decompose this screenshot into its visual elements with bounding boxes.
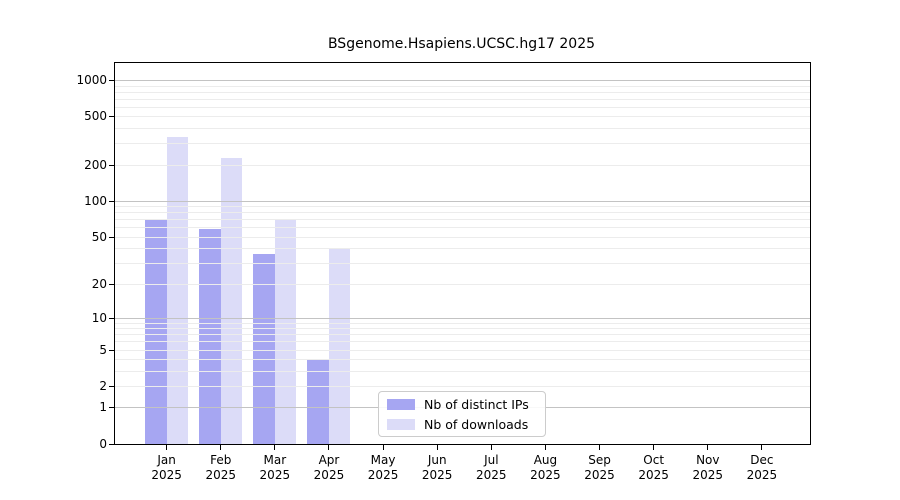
bar-distinct-ips-mar: [253, 253, 275, 444]
gridline-minor-500: [115, 116, 810, 118]
legend-swatch-distinct-ips: [387, 398, 415, 410]
x-tick-label-mar: Mar 2025: [259, 453, 291, 482]
y-tick-label-10: 10: [91, 310, 107, 325]
y-tick-mark-500: [109, 116, 115, 118]
y-tick-mark-0: [109, 444, 115, 445]
y-tick-label-1000: 1000: [76, 72, 107, 87]
x-tick-label-feb: Feb 2025: [205, 453, 236, 482]
gridline-minor-800: [115, 91, 810, 93]
gridline-minor-90: [115, 206, 810, 208]
y-tick-mark-200: [109, 164, 115, 166]
gridline-minor-70: [115, 219, 810, 221]
gridline-minor-60: [115, 227, 810, 229]
y-tick-label-100: 100: [84, 193, 107, 208]
y-tick-label-0: 0: [99, 437, 107, 451]
gridline-minor-4: [115, 359, 810, 361]
y-tick-mark-50: [109, 236, 115, 238]
y-tick-label-20: 20: [91, 276, 107, 291]
y-tick-mark-10: [109, 317, 115, 319]
gridline-minor-300: [115, 143, 810, 145]
y-tick-mark-100: [109, 200, 115, 202]
gridline-minor-5: [115, 349, 810, 351]
x-tick-mark-jun: [436, 444, 438, 450]
bar-downloads-feb: [220, 157, 243, 444]
x-tick-label-dec: Dec 2025: [746, 453, 778, 482]
x-tick-label-oct: Oct 2025: [638, 453, 669, 482]
x-tick-label-jun: Jun 2025: [421, 453, 453, 482]
y-tick-label-2: 2: [99, 379, 107, 394]
y-tick-label-500: 500: [84, 109, 107, 124]
x-tick-label-may: May 2025: [367, 453, 399, 482]
legend-swatch-downloads: [387, 418, 415, 430]
gridline-minor-700: [115, 98, 810, 100]
y-tick-mark-2: [109, 386, 115, 388]
x-tick-mark-nov: [707, 444, 709, 450]
y-tick-mark-1000: [109, 79, 115, 81]
gridline-minor-20: [115, 283, 810, 285]
gridline-minor-80: [115, 212, 810, 214]
plot-area: Nb of distinct IPs Nb of downloads 0 1 2 5 1…: [76, 62, 811, 482]
gridline-minor-3: [115, 370, 810, 372]
legend: Nb of distinct IPs Nb of downloads: [378, 391, 546, 437]
bar-distinct-ips-jan: [145, 219, 167, 444]
x-tick-label-aug: Aug 2025: [530, 453, 561, 482]
x-tick-mark-aug: [544, 444, 546, 450]
legend-label-distinct-ips: Nb of distinct IPs: [424, 396, 529, 412]
gridline-minor-400: [115, 128, 810, 130]
legend-item-distinct-ips: Nb of distinct IPs: [387, 394, 545, 414]
bar-downloads-mar: [274, 219, 297, 444]
bar-distinct-ips-apr: [307, 359, 329, 444]
x-tick-mark-may: [382, 444, 384, 450]
gridline-minor-8: [115, 328, 810, 330]
y-tick-mark-20: [109, 283, 115, 285]
x-tick-mark-oct: [653, 444, 655, 450]
legend-label-downloads: Nb of downloads: [424, 416, 529, 432]
bar-downloads-apr: [328, 248, 351, 444]
x-tick-label-jul: Jul 2025: [476, 453, 507, 482]
y-tick-label-50: 50: [91, 229, 107, 244]
chart-title: BSgenome.Hsapiens.UCSC.hg17 2025: [327, 36, 596, 52]
gridline-minor-6: [115, 341, 810, 343]
x-tick-mark-dec: [761, 444, 763, 450]
x-tick-mark-feb: [220, 444, 222, 450]
legend-item-downloads: Nb of downloads: [387, 414, 545, 434]
gridline-minor-40: [115, 248, 810, 250]
x-tick-mark-sep: [599, 444, 601, 450]
gridline-minor-7: [115, 334, 810, 336]
gridline-major-10: [115, 317, 810, 319]
x-tick-label-nov: Nov 2025: [692, 453, 724, 482]
gridline-minor-30: [115, 263, 810, 265]
gridline-minor-900: [115, 85, 810, 87]
gridline-minor-50: [115, 236, 810, 238]
gridline-minor-600: [115, 106, 810, 108]
x-tick-mark-mar: [274, 444, 276, 450]
y-tick-label-5: 5: [99, 342, 107, 357]
y-tick-mark-1: [109, 407, 115, 409]
gridline-major-1000: [115, 79, 810, 81]
x-tick-mark-jan: [166, 444, 168, 450]
x-tick-mark-apr: [328, 444, 330, 450]
gridline-minor-200: [115, 164, 810, 166]
gridline-minor-2: [115, 386, 810, 388]
x-tick-mark-jul: [490, 444, 492, 450]
y-tick-label-200: 200: [84, 157, 107, 172]
bar-downloads-jan: [166, 136, 189, 444]
y-tick-label-1: 1: [99, 400, 107, 415]
bar-distinct-ips-feb: [199, 229, 221, 444]
x-tick-label-sep: Sep 2025: [584, 453, 615, 482]
y-tick-mark-5: [109, 349, 115, 351]
gridline-major-100: [115, 200, 810, 202]
gridline-minor-9: [115, 322, 810, 324]
x-tick-label-apr: Apr 2025: [313, 453, 345, 482]
x-tick-label-jan: Jan 2025: [151, 453, 182, 482]
